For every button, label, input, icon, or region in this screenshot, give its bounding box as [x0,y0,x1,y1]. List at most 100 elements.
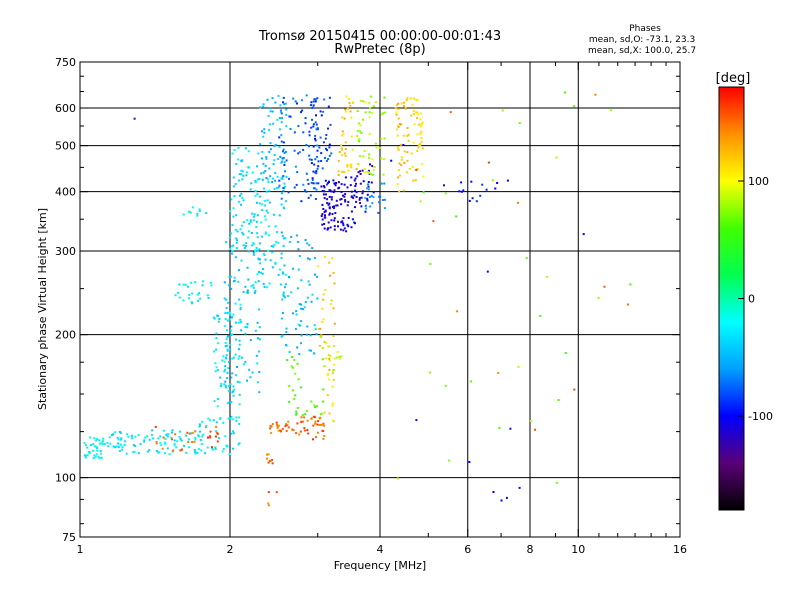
scatter-point [496,182,499,184]
scatter-point [303,429,306,432]
scatter-point [324,179,327,182]
scatter-point [227,361,230,364]
scatter-point [359,130,362,133]
scatter-point [207,297,210,299]
scatter-point [224,365,227,367]
y-tick-label: 750 [55,56,76,69]
scatter-point [413,97,415,100]
scatter-point [312,182,315,185]
scatter-point [363,167,366,170]
scatter-point [126,433,129,436]
scatter-point [328,143,331,146]
scatter-point [282,190,285,193]
scatter-point [214,446,217,449]
scatter-point [300,303,303,306]
scatter-point [215,421,218,424]
scatter-point [285,344,288,347]
scatter-point [344,154,347,157]
scatter-point [310,162,313,165]
scatter-point [280,252,283,255]
scatter-point [312,123,315,126]
scatter-point [173,439,176,442]
scatter-point [271,97,274,100]
scatter-point [269,142,272,145]
scatter-point [296,362,299,365]
scatter-point [348,97,350,100]
scatter-point [273,154,276,156]
scatter-point [221,359,224,362]
scatter-point [284,170,286,173]
scatter-point [229,383,232,386]
x-tick-label: 16 [673,543,687,556]
scatter-point [283,182,286,185]
scatter-point [292,429,295,431]
scatter-point [278,214,281,217]
scatter-point [132,444,135,447]
scatter-point [409,97,412,100]
scatter-point [286,424,289,427]
colorbar-tick-label: 100 [748,175,769,188]
scatter-point [251,171,254,174]
scatter-point [232,385,235,388]
scatter-point [364,101,367,103]
scatter-point [257,350,260,353]
scatter-point [302,420,305,423]
scatter-point [256,381,259,384]
colorbar-tick-label: -100 [748,410,773,423]
scatter-point [340,147,343,150]
scatter-point [378,195,381,198]
scatter-point [103,442,106,445]
scatter-point [225,329,228,332]
scatter-point [396,477,399,480]
scatter-point [324,156,326,159]
scatter-point [267,181,270,184]
scatter-point [329,303,332,305]
scatter-point [358,138,361,141]
scatter-point [369,107,371,110]
scatter-point [310,104,312,107]
scatter-point [225,241,227,244]
scatter-point [325,147,327,150]
scatter-point [143,440,145,443]
scatter-point [305,410,308,413]
scatter-point [307,182,310,185]
scatter-point [215,332,218,335]
scatter-point [269,427,272,430]
scatter-point [229,344,232,346]
scatter-point [315,114,317,117]
scatter-point [173,442,176,445]
scatter-point [252,284,255,287]
scatter-point [411,165,414,168]
scatter-point [298,433,301,436]
scatter-point [310,158,313,161]
scatter-point [198,425,201,428]
scatter-point [253,291,256,294]
y-tick-label: 200 [55,329,76,342]
scatter-point [276,426,279,429]
scatter-point [262,282,265,285]
scatter-point [333,363,336,366]
scatter-point [295,234,298,237]
scatter-point [368,153,370,156]
scatter-point [349,110,352,113]
scatter-point [315,170,318,173]
scatter-point [518,122,521,124]
scatter-point [327,373,330,375]
scatter-point [345,110,348,113]
scatter-point [266,199,269,202]
scatter-point [279,128,281,131]
scatter-point [300,416,303,419]
scatter-point [240,329,243,332]
scatter-point [186,431,189,434]
scatter-point [238,343,241,346]
scatter-point [226,344,229,347]
scatter-point [403,104,405,107]
scatter-point [329,123,332,126]
scatter-point [361,169,364,172]
scatter-point [318,424,321,426]
scatter-point [264,215,266,218]
scatter-point [239,308,242,311]
scatter-point [324,214,326,217]
scatter-point [257,152,260,155]
scatter-point [258,326,261,329]
